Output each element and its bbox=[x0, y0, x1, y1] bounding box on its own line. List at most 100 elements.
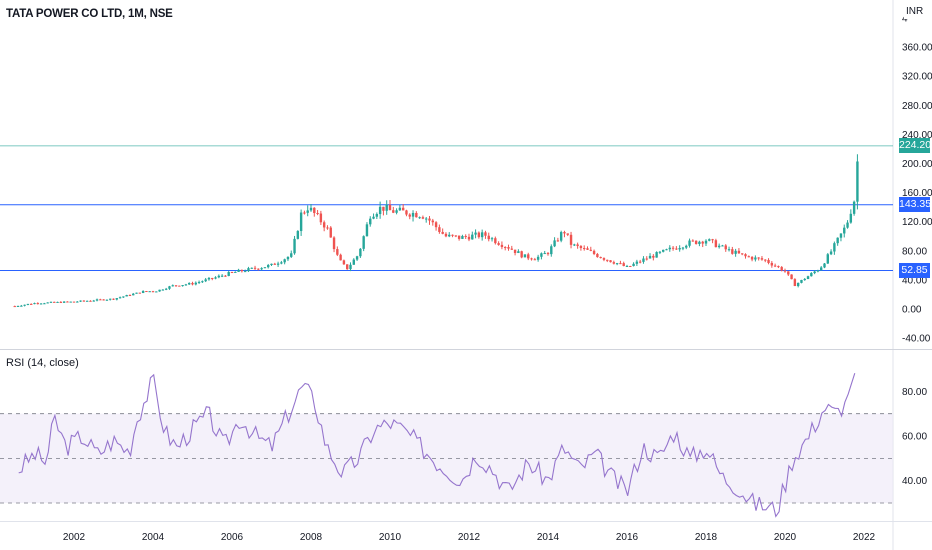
candle-body bbox=[247, 268, 250, 272]
candle-body bbox=[507, 247, 510, 249]
candle-body bbox=[563, 232, 566, 234]
candle-body bbox=[214, 277, 217, 279]
candle-body bbox=[39, 303, 43, 305]
chart-title: TATA POWER CO LTD, 1M, NSE bbox=[6, 8, 173, 20]
candle-body bbox=[846, 222, 849, 228]
candle-body bbox=[596, 253, 599, 258]
candle-body bbox=[303, 212, 306, 214]
candle-body bbox=[477, 232, 481, 238]
candle-body bbox=[556, 240, 560, 242]
candle-body bbox=[89, 300, 92, 302]
rsi-indicator-label[interactable]: RSI (14, close) bbox=[6, 357, 79, 369]
candle-body bbox=[543, 253, 546, 255]
candle-body bbox=[398, 207, 402, 211]
candle-body bbox=[184, 284, 188, 286]
candle-body bbox=[257, 268, 260, 270]
candle-body bbox=[102, 299, 105, 301]
candle-body bbox=[355, 256, 359, 260]
candle-body bbox=[434, 222, 438, 228]
candle-body bbox=[829, 251, 833, 255]
candle-body bbox=[559, 232, 563, 241]
candle-body bbox=[688, 240, 691, 246]
candle-body bbox=[346, 264, 349, 270]
time-tick-label: 2012 bbox=[458, 532, 481, 543]
candle-body bbox=[286, 256, 290, 260]
candle-body bbox=[615, 263, 619, 265]
price-tick-label: 200.00 bbox=[902, 159, 932, 170]
candle-body bbox=[392, 210, 395, 213]
price-tick-label: 240.00 bbox=[902, 130, 932, 141]
candle-body bbox=[856, 161, 859, 202]
candle-body bbox=[197, 281, 201, 283]
candle-body bbox=[566, 233, 569, 235]
candle-body bbox=[717, 245, 721, 248]
candle-body bbox=[843, 227, 846, 234]
time-tick-label: 2006 bbox=[221, 532, 244, 543]
candle-body bbox=[655, 252, 658, 258]
candle-body bbox=[609, 260, 612, 263]
candle-body bbox=[220, 275, 224, 277]
candle-body bbox=[230, 272, 234, 274]
candle-body bbox=[171, 285, 174, 287]
candle-body bbox=[638, 261, 642, 263]
candle-body bbox=[217, 275, 221, 278]
candle-body bbox=[849, 213, 853, 223]
rsi-line bbox=[18, 373, 856, 518]
candle-body bbox=[283, 259, 286, 263]
candle-body bbox=[767, 259, 770, 263]
candle-body bbox=[69, 301, 72, 303]
candle-body bbox=[520, 251, 523, 258]
price-tick-label: 80.00 bbox=[902, 246, 927, 257]
candle-body bbox=[148, 291, 151, 293]
candle-body bbox=[770, 262, 774, 266]
last-price-badge: 224.20 bbox=[899, 138, 932, 154]
candle-body bbox=[388, 204, 392, 211]
candle-body bbox=[425, 218, 428, 220]
rsi-tick-label: 80.00 bbox=[902, 387, 927, 398]
candle-body bbox=[444, 233, 448, 237]
currency-button[interactable]: INR bbox=[904, 5, 926, 19]
candle-body bbox=[23, 304, 26, 306]
candle-body bbox=[632, 263, 635, 267]
candle-body bbox=[174, 285, 178, 287]
candle-body bbox=[273, 263, 276, 265]
candle-body bbox=[125, 295, 128, 297]
candle-body bbox=[95, 299, 99, 301]
candle-body bbox=[135, 292, 138, 294]
candle-body bbox=[803, 279, 806, 281]
candle-body bbox=[207, 277, 211, 280]
candle-body bbox=[378, 206, 382, 215]
price-tick-label: 40.00 bbox=[902, 275, 927, 286]
candle-body bbox=[375, 214, 379, 217]
candle-body bbox=[569, 234, 573, 245]
candle-body bbox=[800, 279, 803, 283]
candle-body bbox=[451, 234, 454, 236]
candle-body bbox=[79, 300, 82, 302]
candle-body bbox=[85, 300, 89, 302]
candle-body bbox=[30, 303, 33, 305]
candle-body bbox=[448, 234, 451, 237]
candle-body bbox=[411, 212, 415, 217]
candle-body bbox=[59, 301, 63, 303]
price-tick-label: 280.00 bbox=[902, 101, 932, 112]
candles-group bbox=[13, 154, 859, 308]
candle-body bbox=[428, 218, 431, 221]
candle-body bbox=[592, 250, 596, 254]
candle-body bbox=[161, 289, 165, 291]
candle-body bbox=[533, 259, 537, 261]
time-tick-label: 2014 bbox=[537, 532, 560, 543]
candle-body bbox=[530, 258, 533, 260]
candle-body bbox=[793, 279, 797, 287]
rsi-tick-label: 60.00 bbox=[902, 432, 927, 443]
candle-body bbox=[622, 263, 625, 267]
candle-body bbox=[681, 247, 685, 249]
candle-body bbox=[188, 282, 191, 285]
candle-body bbox=[438, 227, 441, 232]
candle-body bbox=[724, 245, 727, 250]
candle-body bbox=[224, 275, 227, 277]
candle-body bbox=[141, 291, 145, 293]
candle-body bbox=[276, 263, 280, 265]
candle-body bbox=[744, 254, 747, 257]
candle-body bbox=[62, 301, 66, 303]
candle-body bbox=[56, 301, 59, 303]
